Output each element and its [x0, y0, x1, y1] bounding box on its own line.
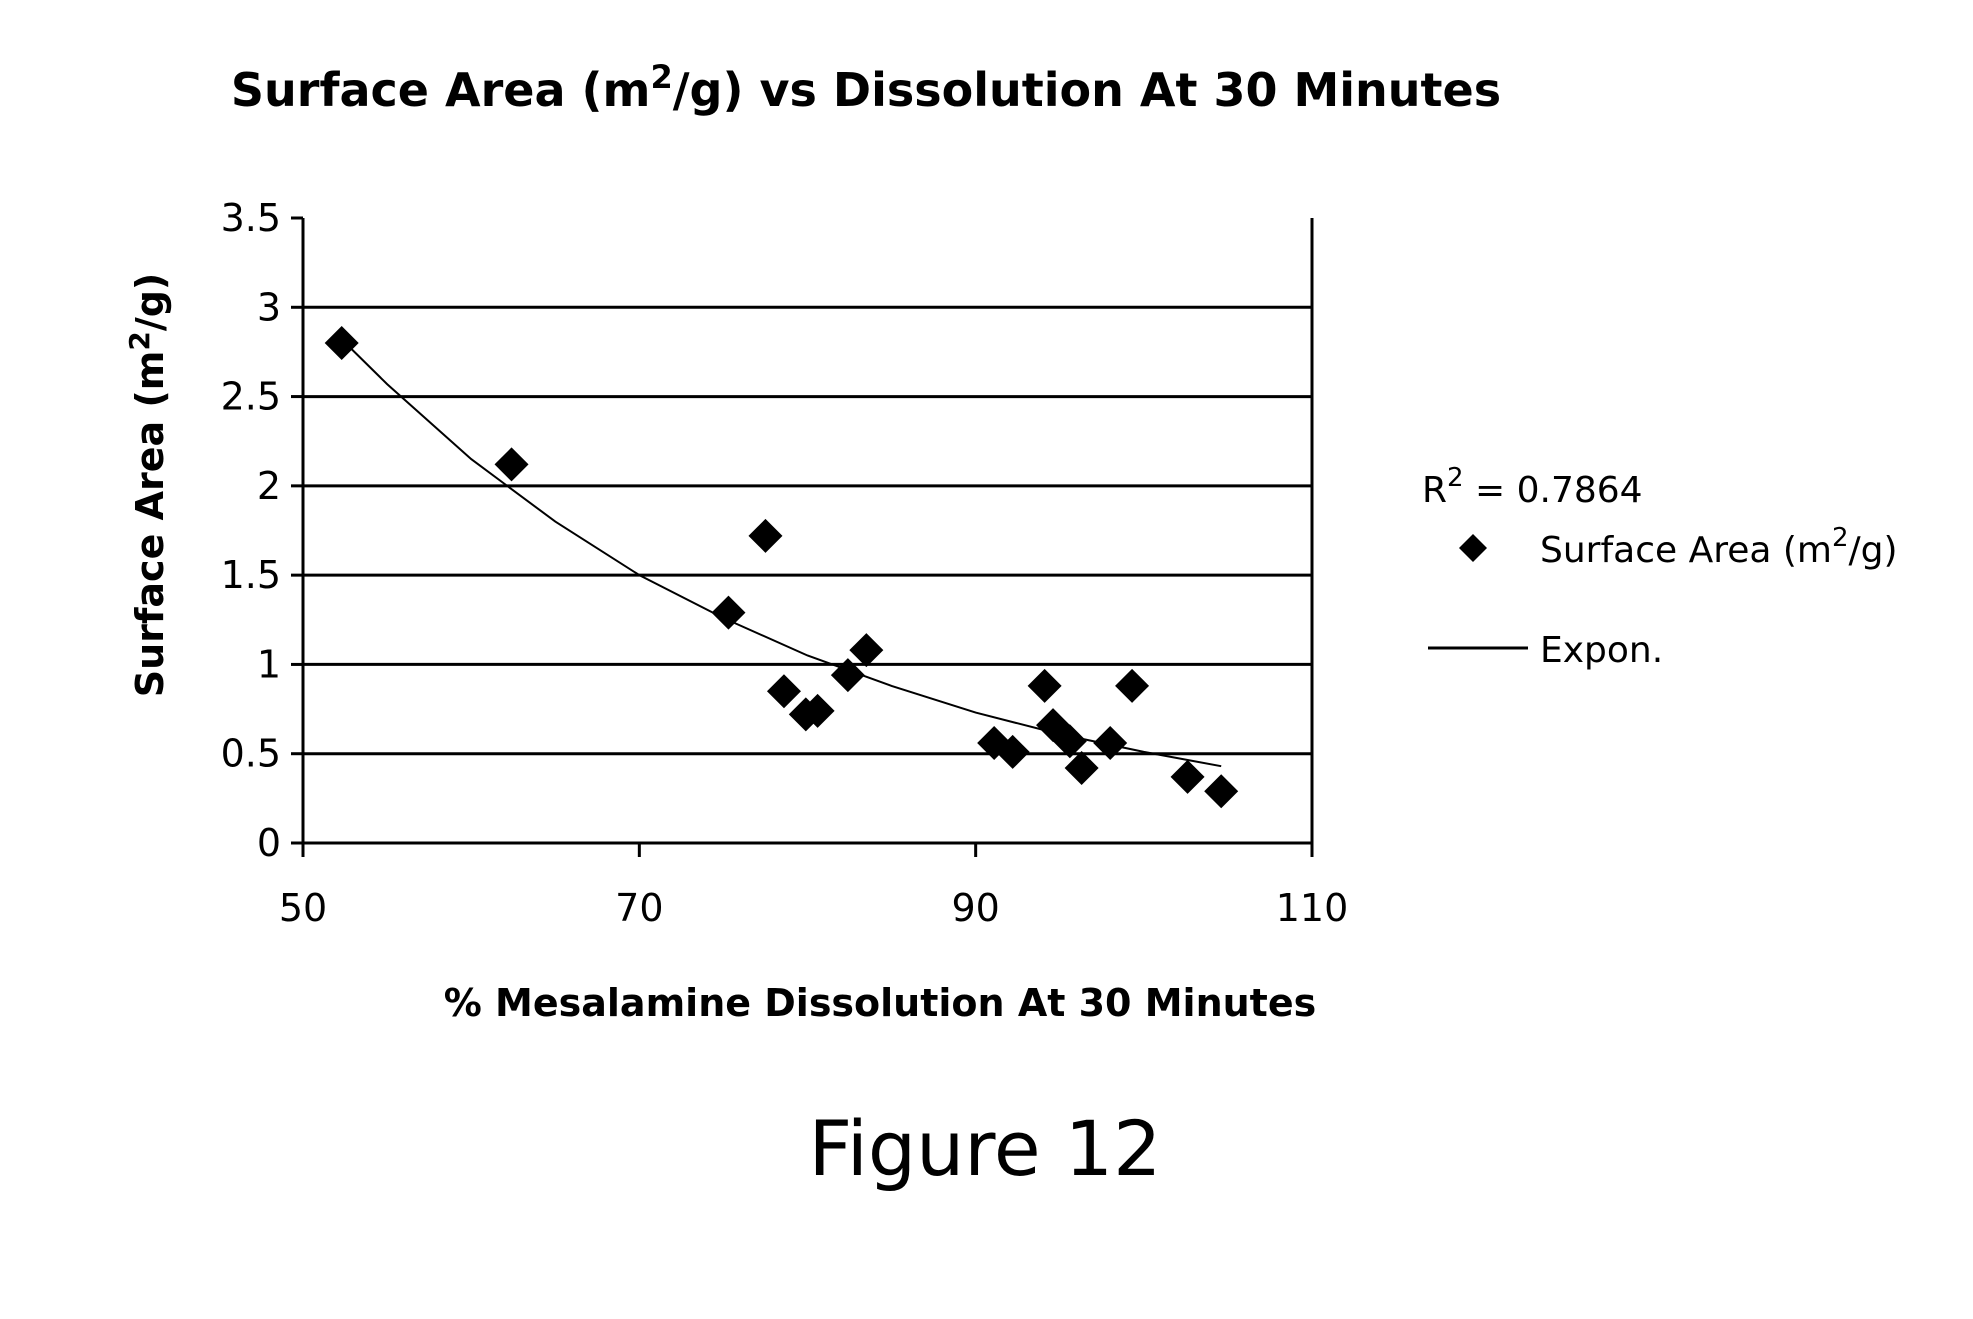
data-point	[325, 326, 359, 360]
y-tick-label: 3.5	[221, 196, 281, 240]
data-point	[849, 633, 883, 667]
data-point	[767, 674, 801, 708]
data-points	[325, 326, 1239, 808]
x-axis-title: % Mesalamine Dissolution At 30 Minutes	[444, 981, 1316, 1025]
data-point	[495, 447, 529, 481]
x-tick-label: 50	[279, 886, 327, 930]
x-tick-label: 90	[951, 886, 999, 930]
grid-lines	[303, 307, 1312, 753]
data-point	[1115, 669, 1149, 703]
y-tick-label: 0.5	[221, 732, 281, 776]
r-squared-label: R2 = 0.7864	[1422, 463, 1643, 511]
x-tick-label: 110	[1276, 886, 1349, 930]
x-axis-ticks: 50 70 90 110	[279, 843, 1348, 930]
y-tick-label: 2.5	[221, 375, 281, 419]
data-point	[748, 519, 782, 553]
figure-caption: Figure 12	[809, 1104, 1162, 1193]
legend: R2 = 0.7864 Surface Area (m2/g) Expon.	[1422, 463, 1898, 671]
y-tick-label: 3	[257, 285, 281, 329]
y-tick-label: 2	[257, 464, 281, 508]
y-tick-label: 0	[257, 821, 281, 865]
data-point	[1028, 669, 1062, 703]
legend-label-expon: Expon.	[1540, 630, 1663, 671]
data-point	[1204, 774, 1238, 808]
y-axis-ticks: 0 0.5 1 1.5 2 2.5 3 3.5	[221, 196, 303, 865]
legend-diamond-marker	[1459, 534, 1487, 562]
plot-area: 0 0.5 1 1.5 2 2.5 3 3.5 50 70 90 110	[221, 196, 1349, 930]
data-point	[1171, 760, 1205, 794]
y-tick-label: 1.5	[221, 553, 281, 597]
chart-title: Surface Area (m2/g) vs Dissolution At 30…	[231, 58, 1501, 117]
x-tick-label: 70	[615, 886, 663, 930]
y-axis-title: Surface Area (m2/g)	[123, 273, 172, 698]
legend-label-surface-area: Surface Area (m2/g)	[1540, 523, 1898, 571]
y-tick-label: 1	[257, 642, 281, 686]
